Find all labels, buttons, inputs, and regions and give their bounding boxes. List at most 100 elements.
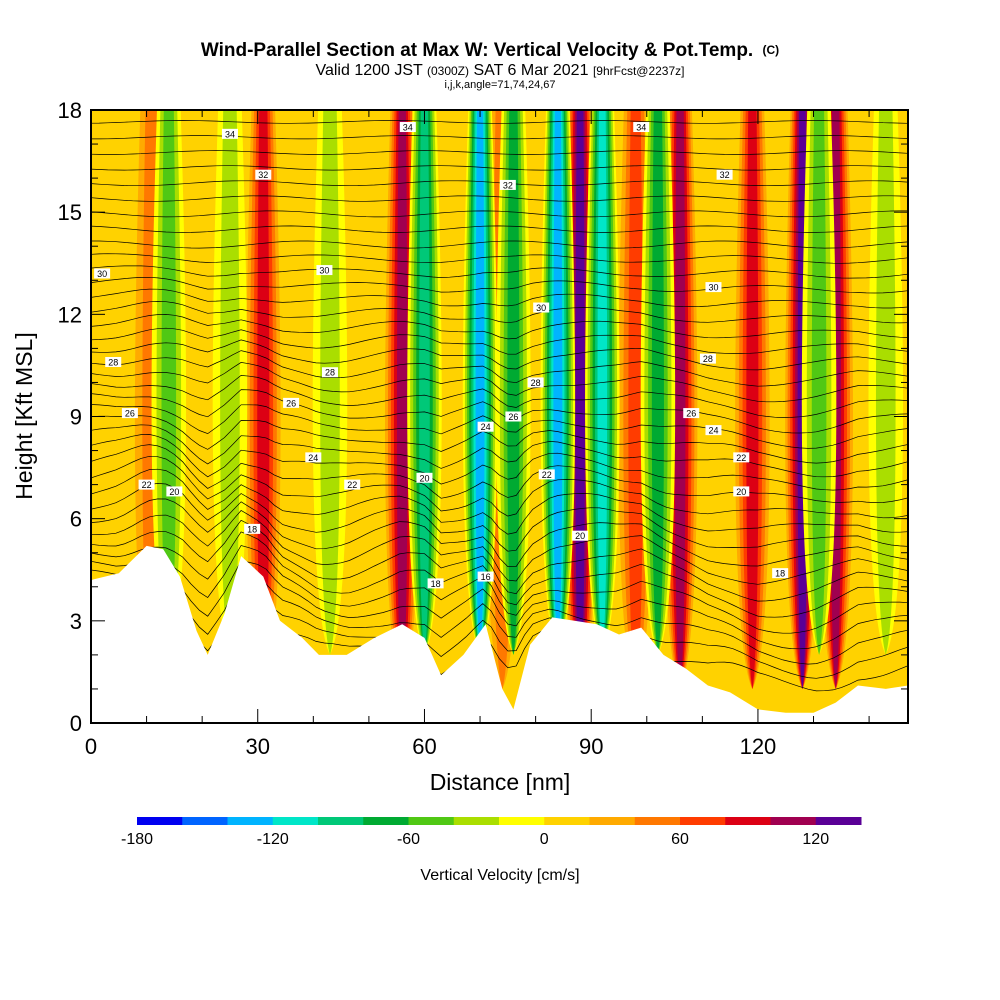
theta-label-text: 26	[125, 409, 135, 419]
theta-contour-label: 18	[427, 578, 444, 589]
x-axis-label: Distance [nm]	[430, 769, 571, 795]
theta-label-box	[416, 472, 433, 483]
theta-contour-labels: 16 18 18 18 20 20 20 20 22 22 22 22 24 24 24 26 26 26 26 28…	[94, 122, 789, 589]
theta-label-box	[683, 408, 700, 419]
x-tick-label: 60	[412, 734, 436, 759]
theta-label-text: 24	[708, 426, 718, 436]
theta-label-box	[705, 282, 722, 293]
colorbar-swatch	[137, 817, 183, 825]
theta-contour-line	[91, 301, 908, 324]
theta-label-box	[427, 578, 444, 589]
theta-label-text: 34	[225, 129, 235, 139]
y-tick-label: 3	[70, 609, 82, 634]
theta-contour-label: 34	[221, 128, 238, 139]
theta-label-box	[733, 452, 750, 463]
theta-label-box	[716, 169, 733, 180]
colorbar-swatch	[182, 817, 228, 825]
colorbar-swatch	[408, 817, 455, 825]
y-tick-label: 18	[58, 98, 82, 123]
theta-contour-line	[91, 288, 908, 309]
theta-label-box	[505, 411, 522, 422]
theta-contour-label: 30	[705, 282, 722, 293]
x-tick-label: 90	[579, 734, 603, 759]
theta-contour-label: 24	[305, 452, 322, 463]
theta-contour-label: 30	[533, 302, 550, 313]
forecast-run: [9hrFcst@2237z]	[593, 64, 685, 78]
theta-label-box	[244, 523, 261, 534]
theta-label-box	[733, 486, 750, 497]
theta-label-box	[538, 469, 555, 480]
colorbar-swatch	[634, 817, 681, 825]
theta-contour-label: 24	[705, 425, 722, 436]
theta-contour-line	[91, 483, 908, 552]
colorbar-swatch	[544, 817, 590, 825]
updraft-5-level-2	[628, 110, 643, 689]
theta-contour-label: 28	[699, 353, 716, 364]
colorbar-tick-label: -60	[397, 831, 420, 848]
theta-contour-line	[91, 350, 908, 387]
theta-label-box	[221, 128, 238, 139]
theta-label-text: 30	[708, 283, 718, 293]
theta-contour-line	[91, 314, 908, 340]
theta-label-text: 30	[97, 269, 107, 279]
theta-contour-label: 20	[166, 486, 183, 497]
theta-contour-line	[91, 210, 908, 218]
downdraft-10-level-1	[875, 110, 896, 655]
theta-label-box	[772, 568, 789, 579]
theta-label-box	[399, 122, 416, 133]
colorbar: -180 -120 -60 0 60 120	[121, 817, 862, 848]
theta-label-box	[283, 397, 300, 408]
terrain	[91, 545, 908, 723]
colorbar-swatch	[318, 817, 364, 825]
colorbar-tick-label: 120	[802, 831, 829, 848]
theta-label-box	[705, 425, 722, 436]
theta-label-text: 22	[736, 453, 746, 463]
theta-contour-line	[91, 510, 908, 585]
y-tick-label: 12	[58, 302, 82, 327]
colorbar-swatch	[363, 817, 409, 825]
chart-title: Wind-Parallel Section at Max W: Vertical…	[201, 40, 779, 61]
theta-contour-line	[91, 276, 908, 294]
theta-label-text: 26	[508, 412, 518, 422]
theta-label-text: 22	[542, 470, 552, 480]
valid-zulu: (0300Z)	[427, 64, 469, 78]
theta-label-text: 24	[308, 453, 318, 463]
theta-contour-line	[91, 444, 908, 503]
theta-label-text: 20	[575, 531, 585, 541]
updraft-1-level-3	[257, 110, 270, 689]
theta-contour-line	[91, 195, 908, 202]
theta-contour-label: 32	[716, 169, 733, 180]
colorbar-swatch	[227, 817, 274, 825]
theta-label-text: 30	[319, 266, 329, 276]
theta-label-box	[477, 421, 494, 432]
updraft-2-level-4	[396, 110, 408, 689]
theta-contour-line	[91, 415, 908, 464]
theta-label-box	[699, 353, 716, 364]
y-tick-label: 6	[70, 507, 82, 532]
theta-label-text: 20	[736, 487, 746, 497]
theta-label-text: 34	[403, 123, 413, 133]
theta-label-box	[305, 452, 322, 463]
updraft-4-level-5	[575, 110, 585, 689]
theta-label-box	[572, 530, 589, 541]
y-tick-label: 15	[58, 200, 82, 225]
theta-contour-label: 18	[772, 568, 789, 579]
theta-label-text: 28	[325, 368, 335, 378]
theta-contour-line	[91, 180, 908, 187]
theta-contour-label: 22	[538, 469, 555, 480]
theta-label-text: 18	[431, 579, 441, 589]
y-tick-label: 0	[70, 711, 82, 736]
theta-label-box	[477, 571, 494, 582]
theta-contour-line	[91, 389, 908, 434]
theta-label-box	[633, 122, 650, 133]
theta-contour-label: 22	[733, 452, 750, 463]
axes: 0 30 60 90 120 0 3 6 9 12 15 18	[58, 98, 908, 759]
theta-contour-line	[91, 531, 908, 618]
theta-contour-label: 22	[138, 479, 155, 490]
theta-contour-line	[91, 225, 908, 233]
theta-label-text: 28	[108, 358, 118, 368]
theta-contour-label: 34	[633, 122, 650, 133]
colorbar-swatch	[815, 817, 862, 825]
theta-contour-line	[91, 240, 908, 249]
theta-label-text: 20	[169, 487, 179, 497]
